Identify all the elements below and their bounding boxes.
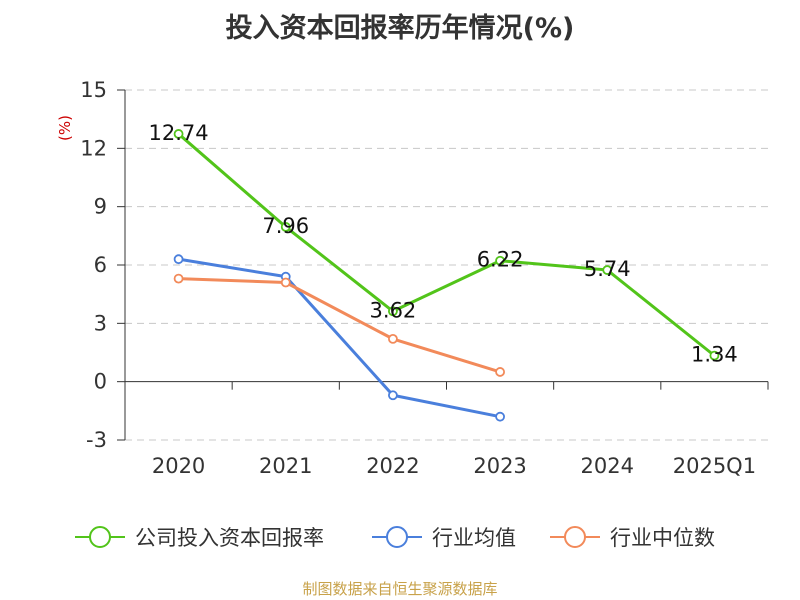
- legend-entry: 行业均值: [432, 526, 516, 550]
- data-label: 6.22: [477, 248, 524, 272]
- y-tick-label: -3: [86, 428, 107, 452]
- data-point: [173, 273, 184, 284]
- x-tick-label: 2025Q1: [673, 454, 756, 478]
- data-label: 3.62: [370, 298, 417, 322]
- chart-title: 投入资本回报率历年情况(%): [225, 13, 575, 44]
- data-label: 1.34: [691, 343, 738, 367]
- data-point: [495, 255, 505, 266]
- data-label: 12.74: [149, 121, 209, 145]
- data-point: [173, 129, 184, 139]
- y-tick-label: 15: [80, 78, 107, 102]
- series-line: [178, 277, 501, 374]
- data-point: [709, 350, 720, 361]
- data-point: [388, 390, 398, 401]
- data-point: [280, 277, 291, 288]
- data-point: [173, 254, 184, 265]
- data-point: [388, 306, 398, 317]
- data-point: [495, 367, 505, 377]
- y-tick-label: 6: [94, 253, 107, 277]
- y-tick-label: 9: [94, 195, 107, 219]
- data-point: [388, 333, 398, 344]
- x-tick-label: 2021: [259, 454, 312, 478]
- y-tick-label: 0: [94, 370, 107, 394]
- x-tick-label: 2022: [366, 454, 419, 478]
- legend-entry: 公司投入资本回报率: [135, 526, 324, 550]
- source-note: 制图数据来自恒生聚源数据库: [302, 580, 498, 598]
- legend-marker: [564, 526, 586, 548]
- series-line: [178, 257, 501, 419]
- y-tick-label: 3: [94, 311, 107, 335]
- legend-entry: 行业中位数: [610, 526, 715, 550]
- series-line: [177, 132, 716, 357]
- legend-marker: [89, 526, 111, 548]
- x-tick-label: 2023: [473, 454, 526, 478]
- data-point: [280, 221, 291, 232]
- legend-marker: [386, 526, 408, 548]
- x-tick-label: 2020: [152, 454, 205, 478]
- data-label: 5.74: [584, 257, 631, 281]
- data-point: [495, 411, 505, 422]
- x-tick-label: 2024: [581, 454, 634, 478]
- data-label: 7.96: [262, 214, 309, 238]
- y-unit-label: (%): [56, 115, 74, 141]
- y-tick-label: 12: [80, 136, 107, 160]
- data-point: [602, 265, 613, 275]
